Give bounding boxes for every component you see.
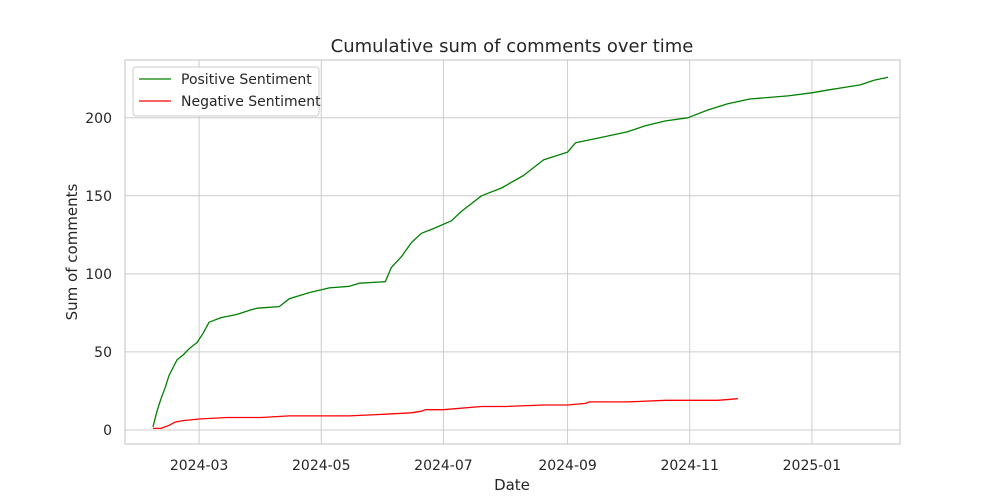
x-tick-label: 2024-09 (538, 458, 597, 474)
legend-box (132, 66, 320, 117)
y-axis-label: Sum of comments (63, 183, 81, 320)
legend: Positive Sentiment Negative Sentiment (132, 66, 321, 117)
chart-title: Cumulative sum of comments over time (331, 36, 694, 57)
series-line-negative (153, 398, 738, 430)
x-axis-label: Date (494, 476, 530, 494)
grid (125, 60, 900, 444)
x-tick-label: 2025-01 (783, 458, 842, 474)
y-axis-ticks: 0 50 100 150 200 (85, 111, 112, 439)
plot-frame (124, 59, 901, 445)
x-tick-label: 2024-03 (170, 458, 229, 474)
x-tick-label: 2024-07 (414, 458, 473, 474)
y-tick-label: 150 (85, 189, 112, 205)
y-tick-label: 50 (94, 345, 112, 361)
series-lines (152, 76, 889, 430)
x-axis-ticks: 2024-03 2024-05 2024-07 2024-09 2024-11 2025-… (170, 458, 841, 474)
x-tick-label: 2024-05 (292, 458, 351, 474)
x-tick-label: 2024-11 (660, 458, 719, 474)
legend-label-negative: Negative Sentiment (181, 94, 321, 110)
series-line-positive (152, 76, 889, 427)
y-tick-label: 0 (103, 423, 112, 439)
y-tick-label: 100 (85, 267, 112, 283)
y-tick-label: 200 (85, 111, 112, 127)
legend-label-positive: Positive Sentiment (181, 72, 312, 88)
